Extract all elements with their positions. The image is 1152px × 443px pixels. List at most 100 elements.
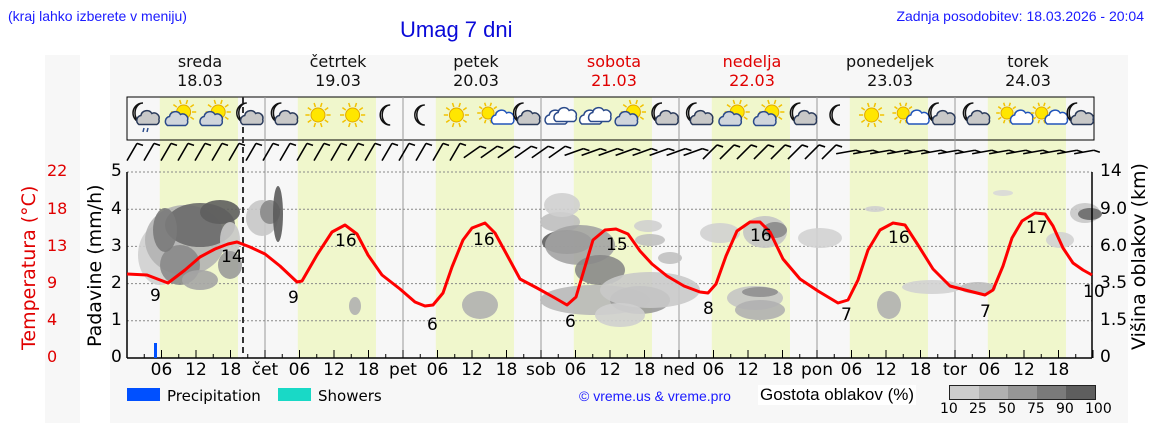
sun-cloud-icon [752, 99, 785, 127]
x-tick-label: 18 [771, 360, 794, 380]
showers-legend-swatch [278, 388, 311, 401]
weather-icons [132, 99, 1095, 133]
day-date: 23.03 [867, 71, 913, 90]
temperature-label: 17 [1026, 218, 1048, 238]
cloud-density-scale-label: 90 [1056, 401, 1074, 417]
temperature-tick: 18 [47, 199, 68, 218]
temperature-label: 6 [427, 315, 438, 335]
showers-legend-label: Showers [318, 387, 382, 405]
x-tick-label: 06 [426, 360, 449, 380]
x-tick-label: 06 [978, 360, 1001, 380]
copyright-link[interactable]: © vreme.us & vreme.pro [579, 388, 731, 404]
x-tick-label: pon [801, 360, 833, 380]
sun-cloud-icon [718, 99, 750, 127]
moon-cloud-icon [789, 102, 818, 126]
day-date: 19.03 [315, 71, 361, 90]
wind-barbs [126, 142, 1101, 162]
moon-icon [379, 104, 391, 126]
x-tick-label: 12 [1013, 360, 1035, 380]
temperature-line [126, 211, 1093, 308]
sun-icon [340, 102, 366, 128]
temperature-tick: 9 [47, 273, 58, 292]
cloud-density-scale-label: 50 [998, 401, 1016, 417]
day-name: sobota [586, 52, 642, 71]
x-tick-label: 18 [495, 360, 518, 380]
sun-cloud-icon [199, 99, 231, 127]
temperature-label: 7 [980, 302, 991, 322]
x-tick-label: sob [525, 360, 557, 380]
sun-cloud-icon [614, 99, 646, 127]
x-tick-label: 06 [840, 360, 863, 380]
cloud-density-scale-label: 25 [969, 401, 987, 417]
moon-cloud-icon [685, 102, 714, 126]
sun-small-cloud-icon [1030, 102, 1069, 125]
sun-cloud-icon [164, 99, 197, 127]
day-date: 18.03 [177, 71, 223, 90]
x-tick-label: 12 [875, 360, 897, 380]
day-header: petek 20.03 [411, 52, 541, 90]
precipitation-tick: 0 [111, 347, 122, 367]
moon-cloud-icon [512, 102, 541, 126]
x-tick-label: 18 [219, 360, 242, 380]
precipitation-legend-label: Precipitation [167, 387, 261, 405]
cloud-density-swatch [950, 386, 979, 399]
cloud-density-scale-label: 75 [1027, 401, 1045, 417]
x-tick-label: 18 [909, 360, 932, 380]
precipitation-tick: 4 [111, 199, 122, 219]
x-tick-label: 18 [633, 360, 656, 380]
temperature-label: 7 [841, 305, 852, 325]
location-hint: (kraj lahko izberete v meniju) [8, 8, 187, 24]
sun-small-cloud-icon [892, 102, 930, 125]
cloudy-icon [578, 106, 612, 125]
last-update: Zadnja posodobitev: 18.03.2026 - 20:04 [896, 8, 1144, 24]
precipitation-tick: 5 [111, 161, 122, 181]
day-name: sreda [177, 52, 223, 71]
cloud-density-swatch [979, 386, 1008, 399]
day-date: 22.03 [729, 71, 775, 90]
precipitation-axis-title: Padavine (mm/h) [84, 184, 106, 347]
temperature-label: 8 [703, 299, 714, 319]
temperature-tick: 13 [47, 236, 68, 255]
day-header: sreda 18.03 [135, 52, 265, 90]
day-date: 21.03 [591, 71, 637, 90]
temperature-tick: 4 [47, 310, 58, 329]
x-tick-label: ned [662, 360, 696, 380]
x-tick-label: 06 [150, 360, 173, 380]
temperature-label: 16 [750, 226, 772, 246]
x-tick-label: 12 [323, 360, 345, 380]
temperature-tick: 0 [47, 347, 58, 366]
moon-icon [414, 104, 425, 126]
temperature-label: 16 [888, 228, 910, 248]
cloud-density-scale [949, 385, 1096, 400]
precipitation-legend-swatch [127, 388, 160, 401]
moon-cloud-icon [928, 102, 956, 126]
day-header: četrtek 19.03 [273, 52, 403, 90]
sun-small-cloud-icon [996, 102, 1034, 125]
moon-cloud-icon [962, 102, 991, 126]
cloud-density-swatch [1037, 386, 1066, 399]
sun-icon [859, 102, 885, 128]
moon-cloud-icon [1066, 102, 1095, 126]
day-header: sobota 21.03 [549, 52, 679, 90]
cloud-height-tick: 0 [1100, 347, 1111, 367]
day-name: četrtek [309, 52, 367, 71]
precipitation-tick: 2 [111, 273, 122, 293]
page-title: Umag 7 dni [400, 17, 513, 42]
day-header: ponedeljek 23.03 [825, 52, 955, 90]
cloud-density-title: Gostota oblakov (%) [758, 385, 917, 405]
precipitation-tick: 1 [111, 310, 122, 330]
temperature-label: 14 [221, 247, 243, 267]
x-tick-label: čet [251, 360, 279, 380]
x-tick-label: 06 [564, 360, 587, 380]
temperature-label: 16 [335, 231, 357, 251]
sun-icon [443, 102, 469, 128]
sun-small-cloud-icon [477, 102, 515, 125]
temperature-tick: 22 [47, 161, 68, 180]
temperature-label: 9 [150, 286, 161, 306]
cloud-density-swatch [1066, 386, 1095, 399]
moon-cloud-icon [270, 102, 299, 126]
x-tick-label: 12 [461, 360, 483, 380]
day-header: nedelja 22.03 [687, 52, 817, 90]
temperature-label: 10 [1083, 282, 1105, 302]
temperature-label: 16 [473, 230, 495, 250]
